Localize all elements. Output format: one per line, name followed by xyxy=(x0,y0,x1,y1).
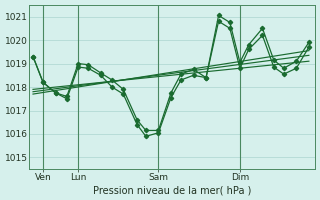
X-axis label: Pression niveau de la mer( hPa ): Pression niveau de la mer( hPa ) xyxy=(93,185,252,195)
